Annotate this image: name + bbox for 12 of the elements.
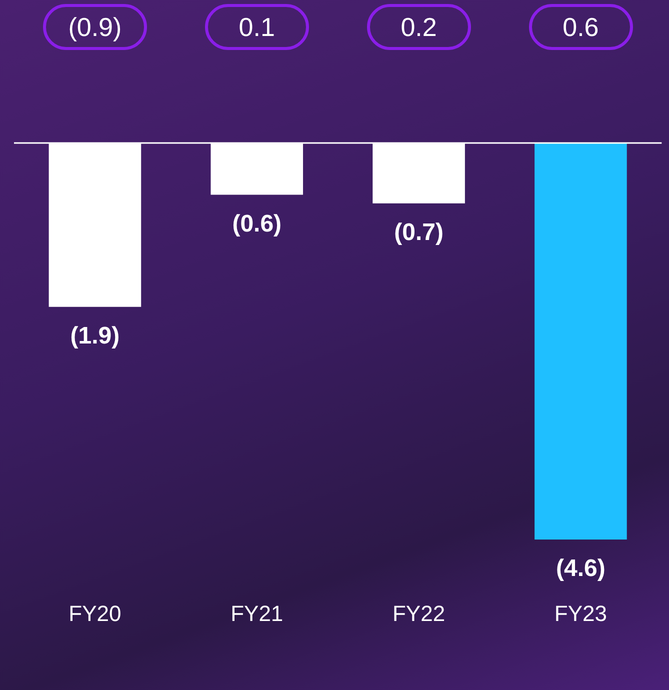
x-tick-label: FY20	[68, 600, 122, 626]
x-tick-label: FY23	[554, 600, 608, 626]
data-label: (0.6)	[232, 210, 282, 238]
rounded-label: 0.6	[528, 4, 633, 50]
rounded-label: (0.9)	[42, 4, 147, 50]
data-label: (4.6)	[556, 555, 606, 582]
data-label: (0.7)	[394, 218, 444, 246]
x-tick-label: FY22	[392, 600, 446, 626]
data-label: (1.9)	[70, 322, 120, 350]
rounded-label: 0.2	[366, 4, 471, 50]
x-tick-label: FY21	[230, 600, 284, 626]
rounded-label: 0.1	[204, 4, 309, 50]
